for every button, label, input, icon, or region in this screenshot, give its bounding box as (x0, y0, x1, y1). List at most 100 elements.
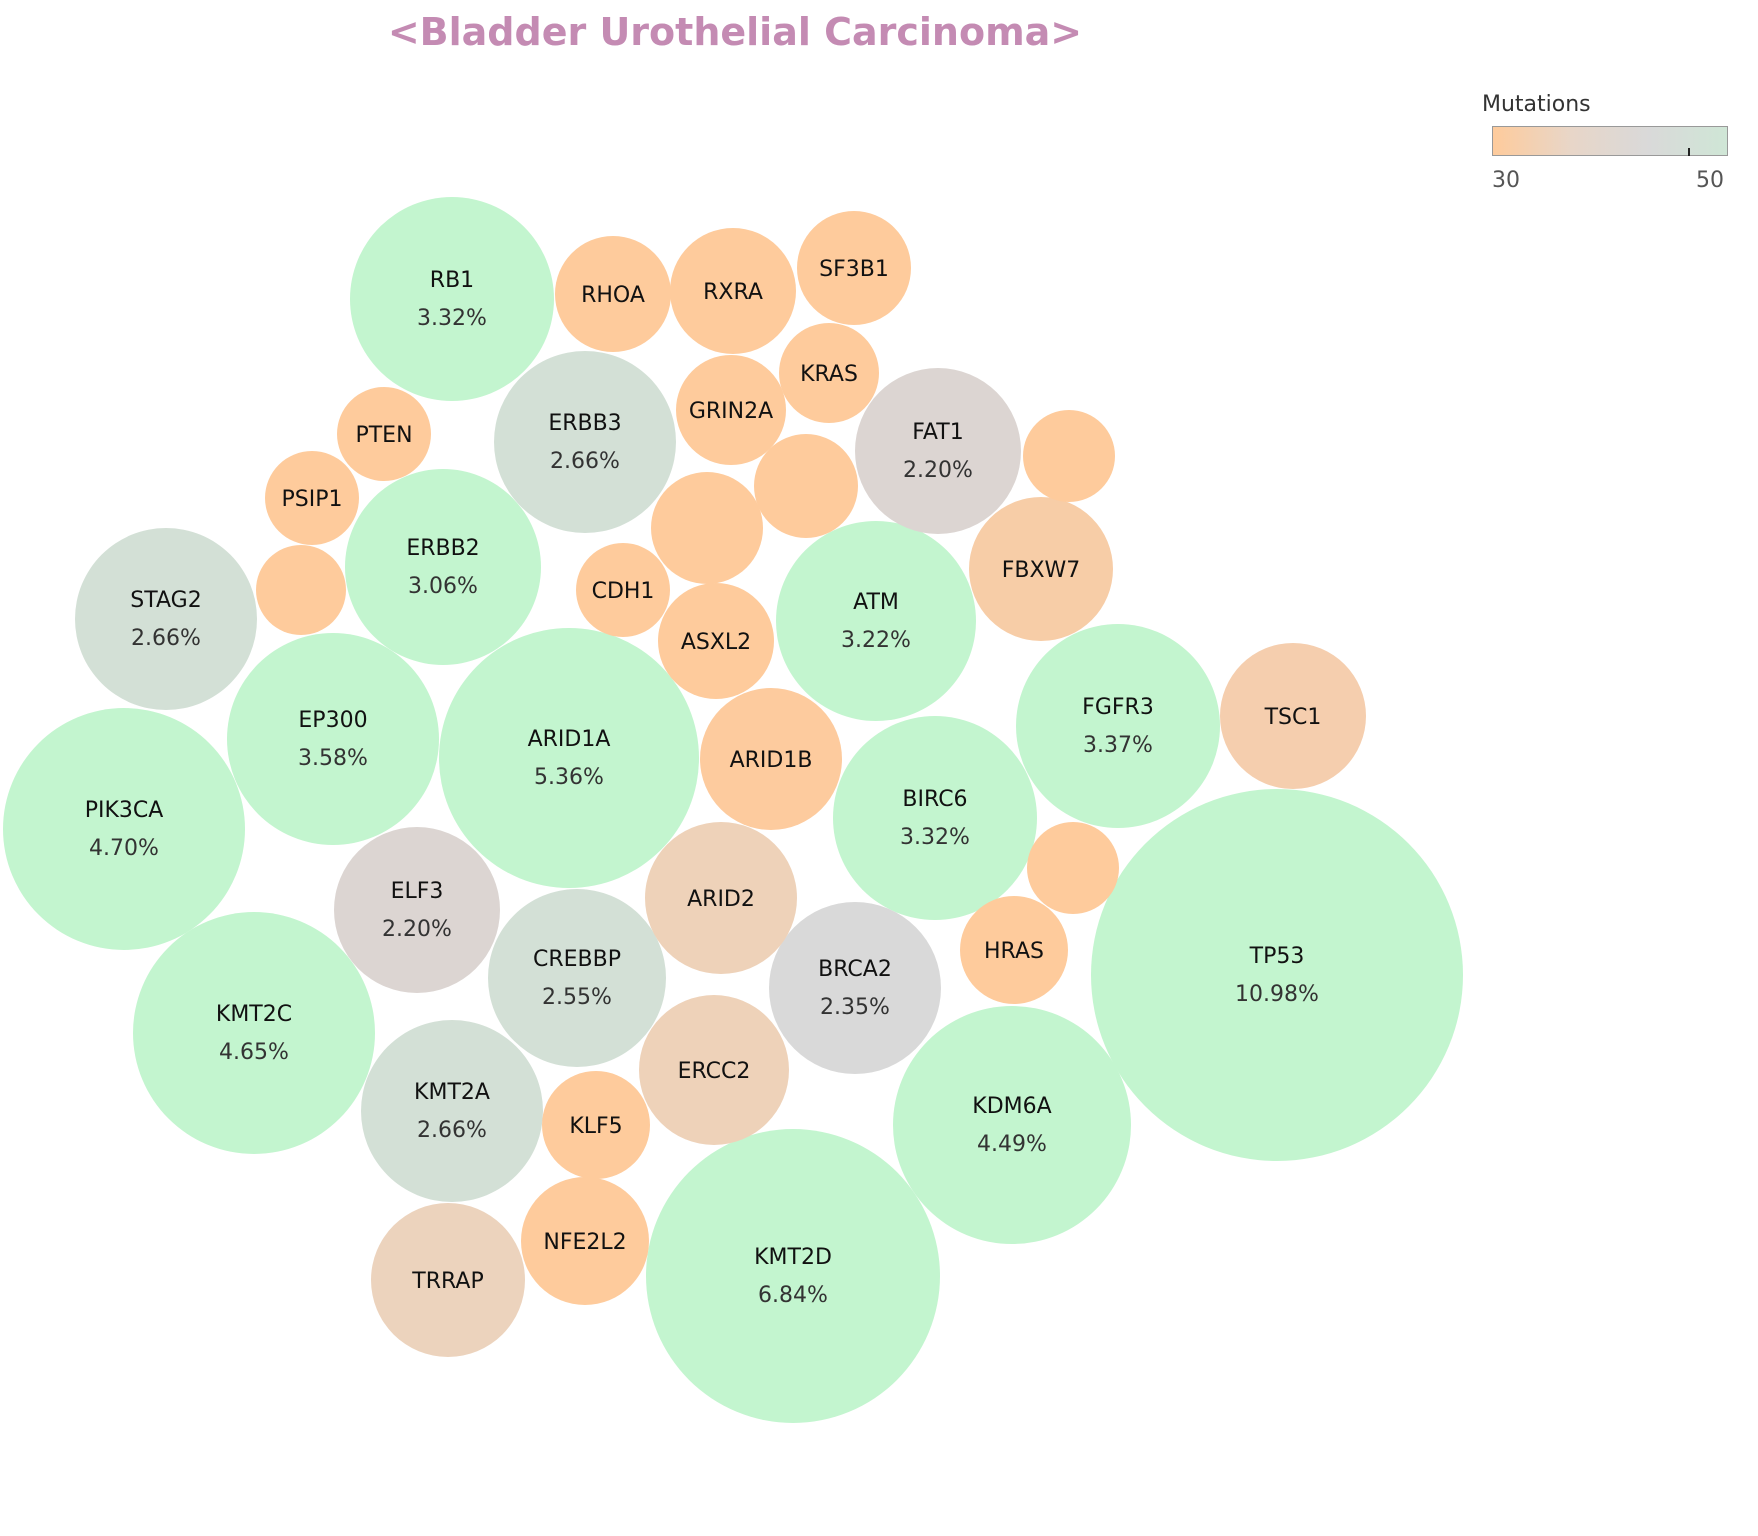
bubble-gene-label: KRAS (800, 362, 858, 387)
bubble-percent-label: 2.35% (820, 995, 890, 1020)
bubble-circle-erbb3 (494, 351, 676, 533)
bubble-erbb3: ERBB3 2.66% (494, 351, 676, 533)
bubble-circle-trrap (371, 1203, 525, 1357)
chart-title: <Bladder Urothelial Carcinoma> (387, 10, 1083, 54)
bubble-circle-kmt2d (646, 1129, 940, 1423)
bubble-circle-nfe2l2 (521, 1177, 649, 1305)
bubble-gene-label: BIRC6 (902, 787, 967, 812)
bubble-gene-label: RB1 (430, 268, 474, 293)
bubble-circle-arid2 (645, 822, 797, 974)
bubble-gene-label: KMT2C (216, 1002, 292, 1027)
bubble-gene-label: ARID1B (730, 748, 813, 773)
bubble-asxl2: ASXL2 (658, 583, 774, 699)
bubble-circle-klf5 (542, 1071, 650, 1179)
bubble-percent-label: 3.22% (841, 628, 911, 653)
bubble-percent-label: 5.36% (534, 765, 604, 790)
bubble-hras: HRAS (960, 896, 1068, 1004)
bubble-circle-sf3b1 (797, 211, 911, 325)
bubble-fat1: FAT1 2.20% (855, 368, 1021, 534)
bubble-percent-label: 3.37% (1083, 733, 1153, 758)
bubble-circle-tsc1 (1220, 643, 1366, 789)
bubble-arid2: ARID2 (645, 822, 797, 974)
bubble-circle-elf3 (334, 827, 500, 993)
bubble-gene-label: FGFR3 (1082, 695, 1154, 720)
bubble-gene-label: PTEN (355, 423, 412, 448)
bubble-gene-label: PSIP1 (282, 487, 343, 512)
bubble-rxra: RXRA (670, 228, 796, 354)
bubble-percent-label: 2.55% (542, 985, 612, 1010)
bubble-cdh1: CDH1 (576, 543, 670, 637)
bubble-percent-label: 4.65% (219, 1040, 289, 1065)
legend-title: Mutations (1482, 92, 1591, 117)
bubble-gene-label: SF3B1 (819, 257, 889, 282)
bubble-circle-asxl2 (658, 583, 774, 699)
bubble-circle-stag2 (75, 528, 257, 710)
bubble-rhoa: RHOA (555, 236, 671, 352)
bubble-unlabeled-37 (651, 472, 763, 584)
bubble-stag2: STAG2 2.66% (75, 528, 257, 710)
bubble-circle-fat1 (855, 368, 1021, 534)
bubble-circle-tp53 (1091, 789, 1463, 1161)
bubble-unlabeled-40 (256, 545, 346, 635)
bubble-tsc1: TSC1 (1220, 643, 1366, 789)
bubble-circle-atm (776, 521, 976, 721)
bubble-psip1: PSIP1 (265, 451, 359, 545)
bubble-ep300: EP300 3.58% (227, 633, 439, 845)
bubble-gene-label: KMT2D (754, 1245, 832, 1270)
bubble-percent-label: 3.32% (900, 825, 970, 850)
bubble-circle-kmt2a (361, 1020, 543, 1202)
bubble-circle-crebbp (488, 889, 666, 1067)
bubble-gene-label: BRCA2 (818, 957, 892, 982)
bubble-gene-label: ERCC2 (678, 1059, 751, 1084)
bubble-gene-label: STAG2 (130, 588, 201, 613)
bubble-circle-arid1a (439, 628, 699, 888)
bubble-circle-rb1 (350, 197, 554, 401)
bubble-grin2a: GRIN2A (676, 355, 786, 465)
bubble-gene-label: RHOA (581, 283, 645, 308)
bubble-gene-label: ELF3 (391, 879, 444, 904)
bubble-circle-psip1 (265, 451, 359, 545)
bubble-percent-label: 6.84% (758, 1283, 828, 1308)
bubble-circle-unlabeled-40 (256, 545, 346, 635)
color-legend: Mutations 30 50 (1482, 92, 1758, 212)
bubble-gene-label: PIK3CA (85, 798, 164, 823)
bubble-circle-hras (960, 896, 1068, 1004)
bubble-kmt2d: KMT2D 6.84% (646, 1129, 940, 1423)
bubble-percent-label: 4.70% (89, 836, 159, 861)
bubble-circle-fbxw7 (969, 497, 1113, 641)
bubble-circle-grin2a (676, 355, 786, 465)
bubble-circle-erbb2 (345, 469, 541, 665)
bubble-gene-label: TSC1 (1264, 705, 1322, 730)
bubble-fbxw7: FBXW7 (969, 497, 1113, 641)
bubble-gene-label: FBXW7 (1002, 558, 1081, 583)
bubble-circle-unlabeled-38 (754, 434, 858, 538)
bubble-nfe2l2: NFE2L2 (521, 1177, 649, 1305)
bubble-gene-label: KMT2A (414, 1080, 490, 1105)
bubble-percent-label: 2.66% (550, 449, 620, 474)
bubble-gene-label: HRAS (984, 939, 1044, 964)
bubble-circle-unlabeled-41 (1027, 822, 1119, 914)
bubble-percent-label: 2.20% (382, 917, 452, 942)
bubble-percent-label: 3.58% (298, 746, 368, 771)
bubble-gene-label: CREBBP (533, 947, 621, 972)
bubble-unlabeled-41 (1027, 822, 1119, 914)
bubble-circle-rhoa (555, 236, 671, 352)
bubble-circle-cdh1 (576, 543, 670, 637)
bubble-circle-kras (779, 323, 879, 423)
bubble-elf3: ELF3 2.20% (334, 827, 500, 993)
bubble-percent-label: 2.66% (417, 1118, 487, 1143)
bubble-circle-pten (337, 387, 431, 481)
bubble-brca2: BRCA2 2.35% (769, 902, 941, 1074)
bubble-birc6: BIRC6 3.32% (833, 716, 1037, 920)
bubble-kmt2a: KMT2A 2.66% (361, 1020, 543, 1202)
bubble-percent-label: 2.20% (903, 458, 973, 483)
bubble-gene-label: CDH1 (592, 579, 655, 604)
bubble-percent-label: 3.32% (417, 306, 487, 331)
bubble-kdm6a: KDM6A 4.49% (893, 1006, 1131, 1244)
bubble-circle-ercc2 (639, 995, 789, 1145)
bubble-circle-arid1b (700, 688, 842, 830)
bubble-circle-rxra (670, 228, 796, 354)
bubble-fgfr3: FGFR3 3.37% (1016, 624, 1220, 828)
bubble-trrap: TRRAP (371, 1203, 525, 1357)
